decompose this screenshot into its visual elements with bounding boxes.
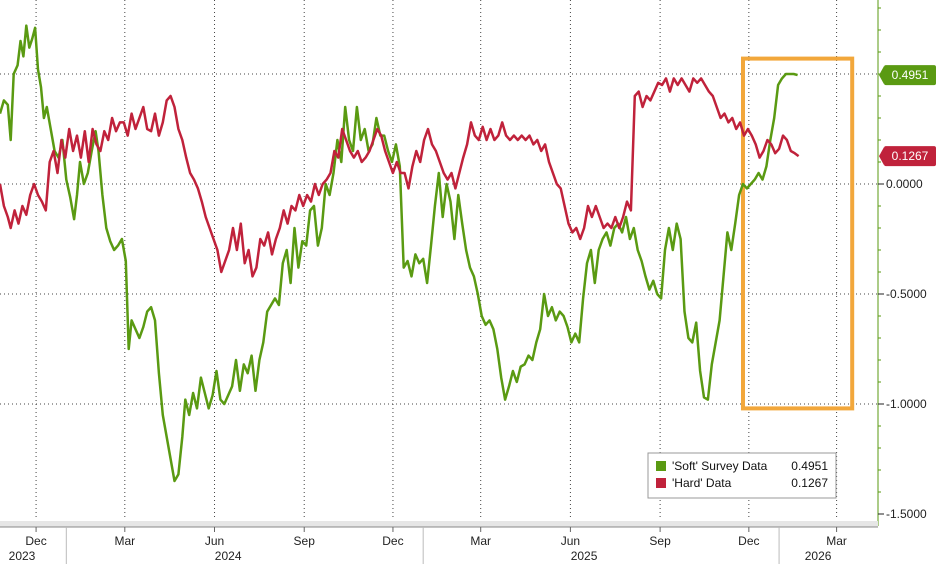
x-tick-label: Dec xyxy=(25,534,46,548)
value-tag-pointer xyxy=(879,66,884,85)
legend-value: 0.1267 xyxy=(791,476,828,490)
y-tick-label: -1.0000 xyxy=(886,397,927,411)
grid xyxy=(0,0,878,520)
value-tag-text: 0.1267 xyxy=(892,149,929,163)
highlight-box xyxy=(740,56,855,411)
y-tick-label: 0.0000 xyxy=(886,177,923,191)
value-tag-pointer xyxy=(879,147,884,166)
legend-value: 0.4951 xyxy=(791,459,828,473)
x-tick-label: Jun xyxy=(561,534,580,548)
legend-swatch-hard xyxy=(656,478,666,488)
legend-label: 'Soft' Survey Data xyxy=(672,459,768,473)
value-tag-soft xyxy=(884,65,936,86)
x-tick-label: Dec xyxy=(738,534,759,548)
legend-box xyxy=(647,452,837,499)
x-tick-label: Mar xyxy=(470,534,491,548)
series-line-hard xyxy=(0,77,800,278)
y-tick-label: -1.5000 xyxy=(886,507,927,521)
x-year-label: 2024 xyxy=(215,549,242,563)
x-year-label: 2023 xyxy=(9,549,36,563)
x-year-label: 2025 xyxy=(571,549,598,563)
x-tick-label: Sep xyxy=(649,534,671,548)
legend-swatch-soft xyxy=(656,461,666,471)
y-axis: 0.0000 -0.5000 -1.0000 -1.5000 xyxy=(877,0,927,526)
x-axis: Dec Mar Jun Sep Dec Mar Jun Sep Dec Mar 2023 2024 20… xyxy=(0,521,878,564)
value-tag-text: 0.4951 xyxy=(892,68,929,82)
y-tick-label: -0.5000 xyxy=(886,287,927,301)
last-value-tags: 0.4951 0.1267 xyxy=(879,65,936,167)
legend: 'Soft' Survey Data 0.4951 'Hard' Data 0.126… xyxy=(647,452,837,499)
x-year-label: 2026 xyxy=(805,549,832,563)
value-tag-hard xyxy=(884,146,936,167)
x-tick-label: Mar xyxy=(114,534,135,548)
x-tick-label: Sep xyxy=(294,534,316,548)
legend-label: 'Hard' Data xyxy=(672,476,732,490)
series-line-soft xyxy=(0,24,798,483)
series-lines xyxy=(0,24,800,483)
x-tick-label: Dec xyxy=(382,534,403,548)
x-tick-label: Jun xyxy=(205,534,224,548)
highlight-rectangle xyxy=(740,56,855,411)
x-tick-label: Mar xyxy=(826,534,847,548)
x-axis-scrollbar xyxy=(0,521,878,527)
